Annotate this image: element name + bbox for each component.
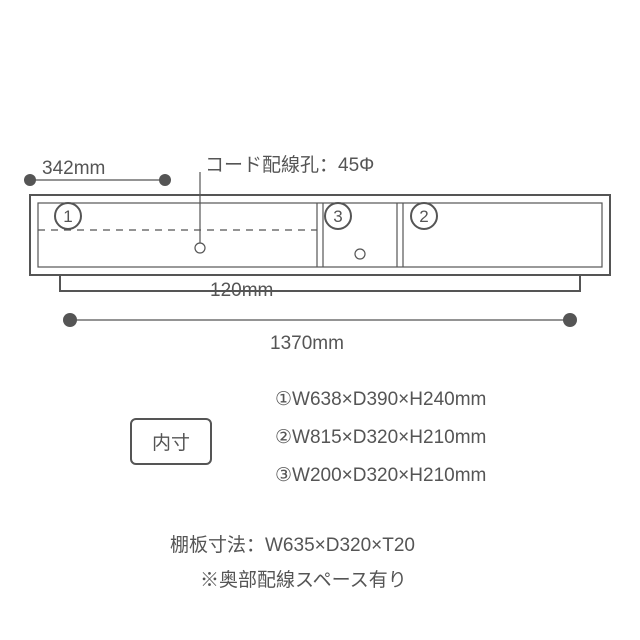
inner-dim-badge: 内寸 [130,418,212,465]
spec-line-1: ①W638×D390×H240mm [275,388,486,411]
svg-text:1: 1 [63,207,72,226]
dim-label-342: 342mm [42,158,105,180]
dim-label-1370: 1370mm [270,333,344,355]
svg-text:3: 3 [333,207,342,226]
footer-note: ※奥部配線スペース有り [200,565,407,592]
callout-cord-hole: コード配線孔：45Φ [205,150,374,177]
spec-line-3: ③W200×D320×H210mm [275,464,486,487]
svg-text:2: 2 [419,207,428,226]
spec-line-2: ②W815×D320×H210mm [275,426,486,449]
dim-label-120: 120mm [210,280,273,302]
footer-shelf-dim: 棚板寸法：W635×D320×T20 [170,530,415,557]
